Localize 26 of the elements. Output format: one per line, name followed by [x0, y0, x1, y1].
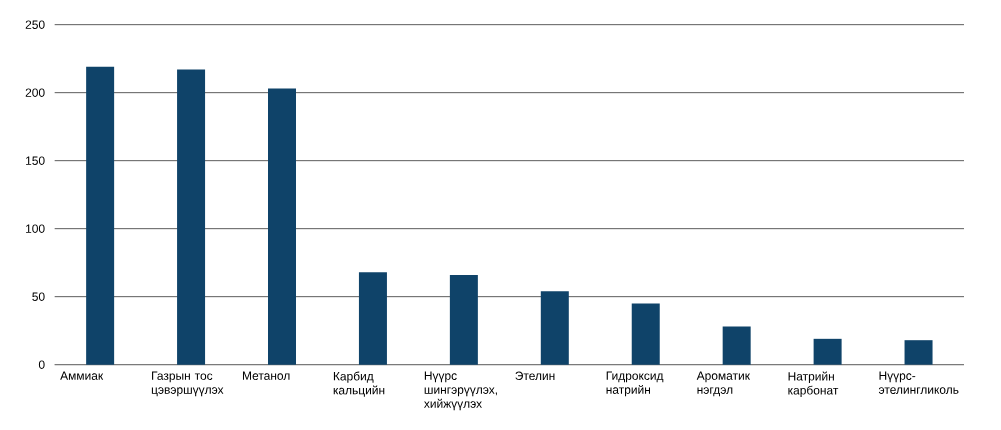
bar: [86, 66, 115, 365]
x-tick-label: Газрын тос цэвэршүүлэх: [151, 371, 224, 397]
bar: [358, 272, 387, 365]
y-tick-label: 200: [25, 88, 45, 97]
bar: [631, 303, 660, 365]
x-tick-label: Аммиак: [60, 371, 104, 380]
x-tick-label: Ароматик нэгдэл: [696, 371, 751, 397]
bar: [813, 338, 842, 365]
bar: [177, 69, 206, 365]
x-tick-label: Метанол: [242, 371, 290, 380]
x-tick-label: Гидроксид натрийн: [606, 371, 664, 397]
y-tick-label: 50: [32, 292, 45, 301]
bar: [268, 88, 296, 365]
y-tick-label: 100: [26, 224, 45, 233]
bar: [540, 291, 569, 365]
y-tick-label: 250: [25, 20, 45, 29]
y-tick-label: 0: [38, 360, 45, 369]
x-tick-label: Нүүрс шингэрүүлэх, хийжүүлэх: [423, 371, 497, 411]
x-tick-label: Этелин: [515, 371, 555, 381]
bar: [722, 326, 751, 365]
bar: [449, 274, 478, 365]
y-tick-label: 150: [26, 156, 45, 165]
x-tick-label: Карбид кальцийн: [333, 371, 385, 397]
x-tick-label: Натрийн карбонат: [788, 371, 839, 397]
bar: [904, 340, 933, 365]
x-tick-label: Нүүрс-этелингликоль: [878, 371, 959, 394]
